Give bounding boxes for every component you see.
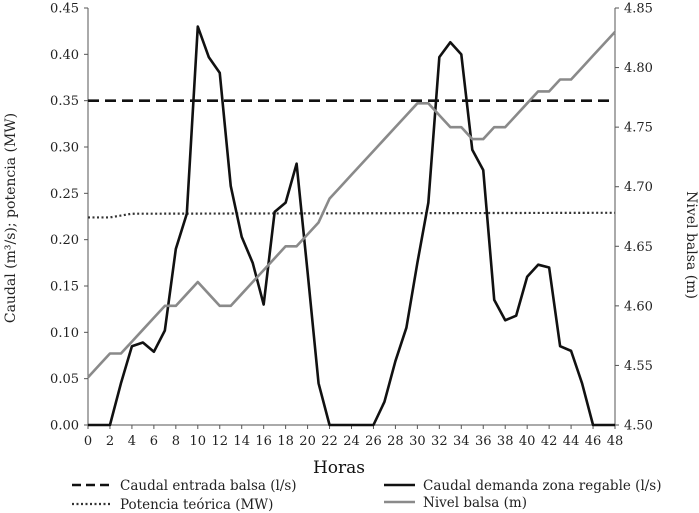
left-y-tick-label: 0.00: [50, 419, 79, 434]
x-tick-label: 0: [84, 434, 92, 449]
x-tick-label: 16: [255, 434, 272, 449]
left-y-tick-label: 0.40: [50, 48, 79, 63]
x-tick-label: 34: [453, 434, 470, 449]
x-tick-label: 12: [211, 434, 228, 449]
x-tick-label: 4: [128, 434, 136, 449]
x-tick-label: 6: [150, 434, 158, 449]
series-caudal-demanda: [88, 25, 615, 427]
x-axis-ticks: 0 2 4 6 8 10 12 14 16 18 20 22 24 26 28 30 32 34 36 38 40 42 4…: [84, 425, 623, 449]
x-tick-label: 18: [277, 434, 294, 449]
x-tick-label: 28: [387, 434, 404, 449]
right-y-tick-label: 4.70: [624, 180, 653, 195]
left-y-tick-label: 0.25: [50, 187, 79, 202]
left-y-tick-label: 0.20: [50, 233, 79, 248]
x-axis-title: Horas: [313, 458, 365, 478]
right-y-tick-label: 4.55: [624, 359, 653, 374]
x-tick-label: 20: [299, 434, 316, 449]
x-tick-label: 42: [541, 434, 558, 449]
x-tick-label: 2: [106, 434, 114, 449]
x-tick-label: 14: [233, 434, 250, 449]
x-tick-label: 30: [409, 434, 426, 449]
left-y-axis-title: Caudal (m³/s); potencia (MW): [3, 113, 19, 323]
legend-label-caudal-demanda: Caudal demanda zona regable (l/s): [423, 478, 662, 494]
right-y-tick-label: 4.75: [624, 121, 653, 136]
x-tick-label: 26: [365, 434, 382, 449]
x-tick-label: 46: [585, 434, 602, 449]
x-tick-label: 10: [190, 434, 207, 449]
series-lines: [87, 25, 616, 427]
left-y-tick-label: 0.30: [50, 141, 79, 156]
x-tick-label: 32: [431, 434, 448, 449]
left-y-tick-label: 0.45: [50, 2, 79, 17]
x-tick-label: 48: [607, 434, 624, 449]
right-y-tick-label: 4.80: [624, 61, 653, 76]
left-y-tick-label: 0.35: [50, 94, 79, 109]
legend-label-potencia: Potencia teórica (MW): [120, 497, 273, 513]
left-y-axis-ticks: 0.00 0.05 0.10 0.15 0.20 0.25 0.30 0.35 0.40 0.45: [50, 2, 88, 434]
x-tick-label: 40: [519, 434, 536, 449]
right-y-axis-ticks: 4.50 4.55 4.60 4.65 4.70 4.75 4.80 4.85: [615, 2, 653, 434]
x-tick-label: 38: [497, 434, 514, 449]
right-y-tick-label: 4.65: [624, 240, 653, 255]
right-y-tick-label: 4.85: [624, 2, 653, 17]
left-y-tick-label: 0.15: [50, 280, 79, 295]
x-tick-label: 24: [343, 434, 360, 449]
legend-label-caudal-entrada: Caudal entrada balsa (l/s): [120, 478, 297, 494]
x-tick-label: 36: [475, 434, 492, 449]
right-y-tick-label: 4.50: [624, 419, 653, 434]
x-tick-label: 44: [563, 434, 580, 449]
plot-frame: [87, 8, 616, 426]
x-tick-label: 22: [321, 434, 338, 449]
series-potencia-teorica: [88, 211, 616, 219]
series-nivel-balsa: [87, 30, 616, 379]
right-y-tick-label: 4.60: [624, 299, 653, 314]
legend: Caudal entrada balsa (l/s) Potencia teór…: [72, 478, 662, 513]
left-y-tick-label: 0.05: [50, 372, 79, 387]
right-y-axis-title: Nivel balsa (m): [683, 191, 699, 299]
x-tick-label: 8: [172, 434, 180, 449]
left-y-tick-label: 0.10: [50, 326, 79, 341]
legend-label-nivel-balsa: Nivel balsa (m): [423, 495, 527, 511]
